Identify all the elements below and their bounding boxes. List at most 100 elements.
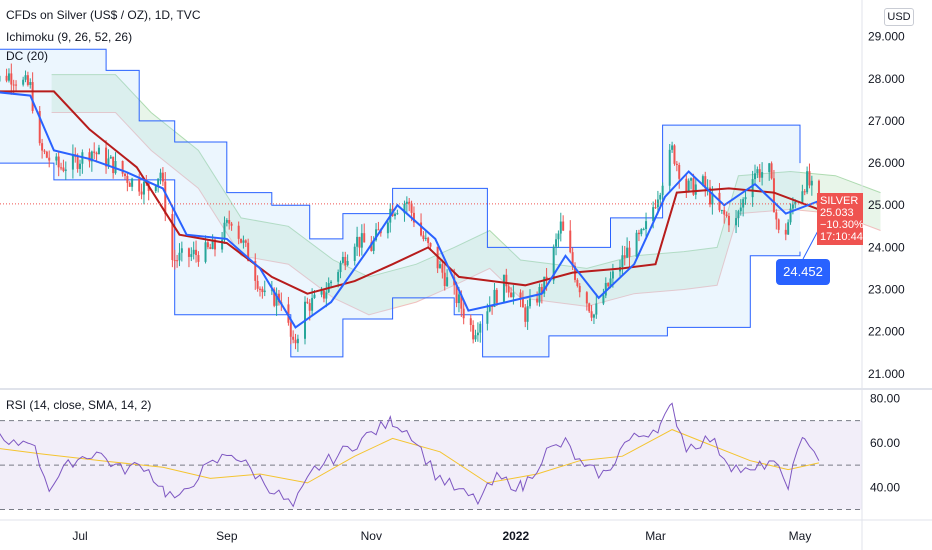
donchian-lower xyxy=(0,162,801,358)
ichimoku-legend[interactable]: Ichimoku (9, 26, 52, 26) xyxy=(6,30,133,44)
candle-body xyxy=(476,332,479,336)
candle-body xyxy=(403,203,406,214)
candle-body xyxy=(737,211,740,219)
donchian-legend[interactable]: DC (20) xyxy=(6,49,49,63)
price-tick-label: 27.000 xyxy=(868,114,905,128)
candle-body xyxy=(595,303,598,315)
candle-body xyxy=(242,240,245,243)
candle-body xyxy=(744,197,747,200)
candle-body xyxy=(756,169,759,174)
candle-body xyxy=(704,176,707,189)
candle-body xyxy=(161,172,164,182)
candle-body xyxy=(472,325,475,340)
candle-body xyxy=(358,236,361,248)
candle-body xyxy=(727,215,730,226)
candle-body xyxy=(521,297,524,308)
candle-body xyxy=(7,73,10,81)
candle-body xyxy=(623,255,626,258)
candle-body xyxy=(225,220,228,223)
candle-body xyxy=(76,156,79,169)
candle-body xyxy=(791,204,794,209)
candle-body xyxy=(559,221,562,234)
candle-body xyxy=(512,292,515,298)
candle-body xyxy=(635,232,638,257)
candle-body xyxy=(356,236,359,247)
price-callout[interactable]: 24.452 xyxy=(776,259,830,285)
candle-body xyxy=(221,239,224,250)
candle-body xyxy=(412,212,415,223)
candle-body xyxy=(692,178,695,195)
candle-body xyxy=(474,335,477,340)
price-tag-symbol: SILVER xyxy=(820,195,859,207)
price-tag-countdown: 17:10:44 xyxy=(820,231,863,243)
candle-body xyxy=(611,271,614,279)
candle-body xyxy=(247,242,250,262)
currency-button[interactable]: USD xyxy=(884,8,914,26)
candle-body xyxy=(292,336,295,340)
candle-body xyxy=(90,151,93,162)
candle-body xyxy=(187,248,190,257)
candle-body xyxy=(273,289,276,306)
candles xyxy=(0,63,820,352)
candle-body xyxy=(372,240,375,251)
candle-body xyxy=(678,165,681,179)
candle-body xyxy=(112,156,115,174)
candle-body xyxy=(157,178,160,187)
candle-body xyxy=(806,171,809,193)
candle-body xyxy=(588,303,591,312)
candle-body xyxy=(510,292,513,298)
candle-body xyxy=(5,75,8,81)
candle-body xyxy=(526,306,529,322)
candle-body xyxy=(645,221,648,230)
candle-body xyxy=(652,207,655,222)
candle-body xyxy=(294,339,297,344)
candle-body xyxy=(363,233,366,243)
candle-body xyxy=(607,282,610,287)
candle-body xyxy=(275,293,278,306)
candle-body xyxy=(173,260,176,262)
candle-body xyxy=(211,239,214,249)
candle-body xyxy=(124,173,126,176)
rsi-tick-label: 40.00 xyxy=(870,480,900,494)
candle-body xyxy=(138,178,141,192)
candle-body xyxy=(640,229,643,235)
senkou-span-b xyxy=(51,112,881,316)
price-tag-change: −10.30% xyxy=(820,219,864,231)
candle-body xyxy=(493,289,496,307)
candle-body xyxy=(230,223,233,226)
candle-body xyxy=(171,214,174,261)
candle-body xyxy=(244,240,247,243)
candle-body xyxy=(209,247,212,249)
candle-body xyxy=(341,256,344,263)
candle-body xyxy=(223,222,226,240)
candle-body xyxy=(178,252,181,261)
candle-body xyxy=(126,175,129,183)
candle-body xyxy=(192,249,195,255)
tenkan-sen xyxy=(0,91,820,329)
price-tick-label: 24.000 xyxy=(868,240,905,254)
candle-body xyxy=(114,161,117,174)
candle-body xyxy=(256,280,259,289)
candle-body xyxy=(671,145,674,150)
candle-body xyxy=(628,247,631,257)
candle-body xyxy=(735,218,738,226)
candle-body xyxy=(604,282,607,296)
candle-body xyxy=(529,298,531,307)
candle-body xyxy=(330,281,333,284)
candle-body xyxy=(469,318,472,326)
candle-body xyxy=(287,304,290,323)
time-tick-label: Jul xyxy=(72,529,87,543)
candle-body xyxy=(62,167,65,171)
candle-body xyxy=(57,156,60,168)
rsi-legend[interactable]: RSI (14, close, SMA, 14, 2) xyxy=(6,398,152,412)
candle-body xyxy=(789,208,792,223)
candle-body xyxy=(754,173,756,180)
time-tick-label: May xyxy=(789,529,812,543)
candle-body xyxy=(420,222,423,236)
candle-body xyxy=(38,110,41,144)
candle-body xyxy=(45,151,48,158)
candle-body xyxy=(15,84,18,86)
candle-body xyxy=(706,187,709,189)
candle-body xyxy=(29,82,32,85)
